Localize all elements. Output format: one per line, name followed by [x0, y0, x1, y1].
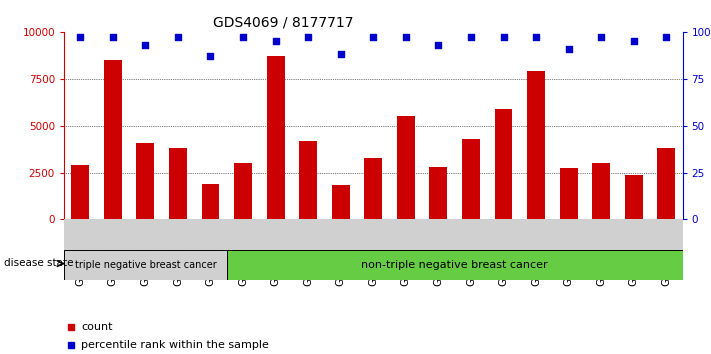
Point: [661, 35, 672, 40]
Point: [433, 42, 444, 48]
Bar: [332, 185, 350, 219]
Bar: [292, 219, 324, 250]
Bar: [625, 175, 643, 219]
Bar: [650, 219, 683, 250]
Bar: [552, 219, 585, 250]
Bar: [129, 219, 161, 250]
Bar: [462, 139, 480, 219]
Bar: [592, 163, 610, 219]
Bar: [71, 165, 89, 219]
Bar: [585, 219, 617, 250]
Bar: [260, 219, 292, 250]
Point: [302, 35, 314, 40]
Bar: [64, 219, 97, 250]
Bar: [169, 148, 187, 219]
Bar: [487, 219, 520, 250]
Point: [237, 35, 249, 40]
Point: [400, 35, 412, 40]
Point: [205, 53, 216, 59]
Bar: [520, 219, 552, 250]
Point: [498, 35, 509, 40]
Text: count: count: [81, 322, 113, 332]
Bar: [422, 219, 454, 250]
Bar: [617, 219, 650, 250]
Point: [596, 35, 607, 40]
Point: [335, 52, 346, 57]
Bar: [194, 219, 227, 250]
Bar: [429, 167, 447, 219]
Bar: [64, 250, 227, 280]
Bar: [227, 219, 260, 250]
Bar: [137, 143, 154, 219]
Point: [107, 35, 119, 40]
Bar: [324, 219, 357, 250]
Text: percentile rank within the sample: percentile rank within the sample: [81, 340, 269, 350]
Text: triple negative breast cancer: triple negative breast cancer: [75, 259, 216, 270]
Bar: [267, 56, 284, 219]
Point: [139, 42, 151, 48]
Bar: [299, 141, 317, 219]
Bar: [364, 158, 383, 219]
Bar: [495, 109, 513, 219]
Bar: [390, 219, 422, 250]
Point: [628, 38, 639, 44]
Bar: [161, 219, 194, 250]
Bar: [658, 148, 675, 219]
Bar: [97, 219, 129, 250]
Bar: [201, 184, 220, 219]
Point: [530, 35, 542, 40]
Bar: [357, 219, 390, 250]
Point: [563, 46, 574, 52]
Point: [270, 38, 282, 44]
Text: disease state: disease state: [4, 258, 73, 268]
Point: [172, 35, 183, 40]
Point: [75, 35, 86, 40]
Point: [465, 35, 476, 40]
Bar: [104, 60, 122, 219]
Bar: [454, 219, 487, 250]
Bar: [527, 71, 545, 219]
Bar: [560, 168, 577, 219]
Text: GDS4069 / 8177717: GDS4069 / 8177717: [213, 16, 354, 30]
Text: non-triple negative breast cancer: non-triple negative breast cancer: [361, 259, 548, 270]
Bar: [227, 250, 683, 280]
Bar: [397, 116, 415, 219]
Bar: [234, 163, 252, 219]
Point: [368, 35, 379, 40]
